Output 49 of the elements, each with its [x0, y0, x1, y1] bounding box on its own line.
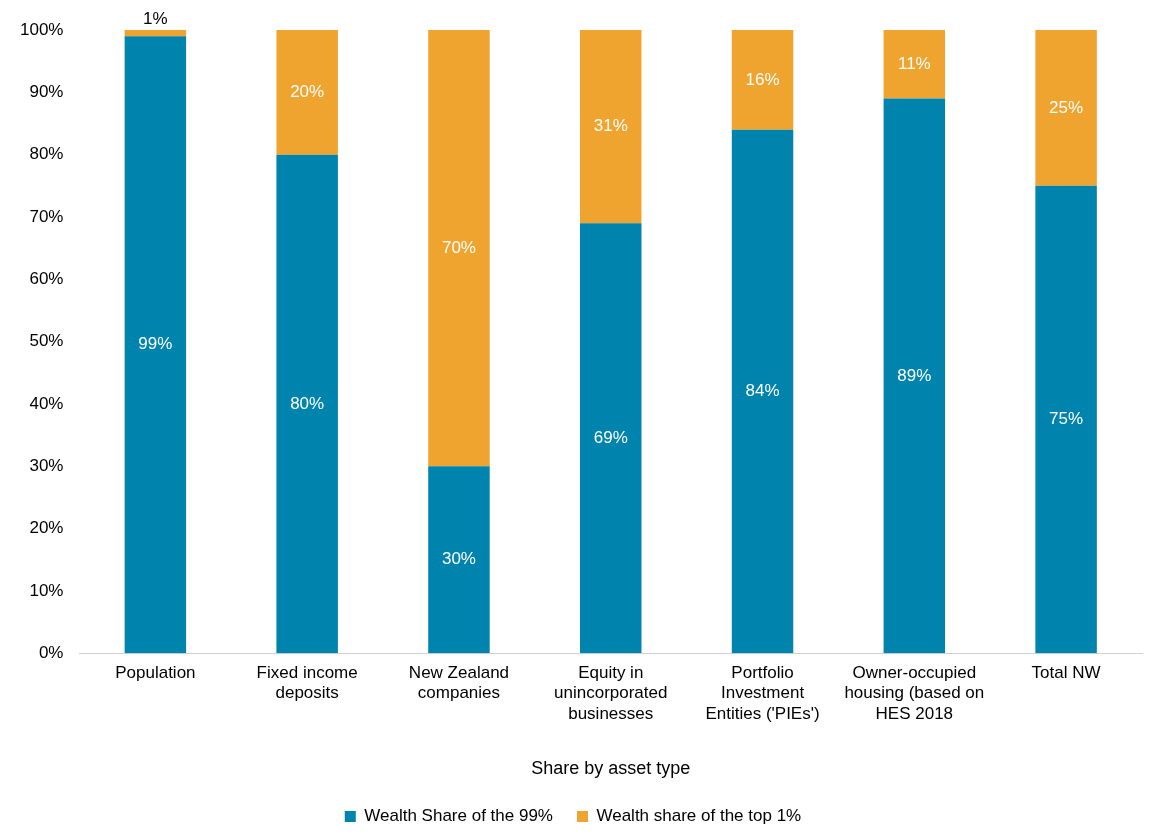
y-tick-label: 80%: [29, 144, 64, 164]
y-tick-label: 10%: [29, 580, 64, 600]
y-tick-label: 90%: [29, 82, 64, 102]
x-tick-label: Equity in unincorporated businesses: [554, 663, 668, 723]
data-label: 84%: [745, 381, 780, 401]
data-label: 30%: [441, 549, 476, 569]
x-tick-label: Portfolio Investment Entities ('PIEs'): [705, 663, 820, 723]
y-tick-label: 70%: [29, 206, 64, 226]
data-label: 99%: [138, 334, 173, 354]
bar: [428, 30, 490, 467]
bar: [580, 223, 642, 654]
y-tick-label: 60%: [29, 268, 64, 288]
data-label: 31%: [593, 116, 628, 136]
data-label: 70%: [441, 237, 476, 257]
data-label: 16%: [745, 69, 780, 89]
legend-label: Wealth Share of the 99%: [364, 806, 553, 826]
bar: [883, 30, 946, 99]
y-tick-label: 50%: [29, 331, 64, 351]
data-label: 69%: [593, 427, 628, 447]
bar: [731, 30, 794, 130]
data-label: 25%: [1049, 97, 1084, 117]
x-tick-label: Population: [115, 663, 196, 683]
x-axis-title: Share by asset type: [531, 758, 691, 779]
x-tick-label: Total NW: [1031, 663, 1101, 683]
data-label: 89%: [897, 365, 932, 385]
bar: [1035, 30, 1097, 186]
bar: [124, 36, 187, 654]
data-label: 1%: [143, 9, 168, 29]
data-label: 11%: [897, 53, 931, 73]
data-label: 80%: [290, 393, 325, 413]
y-tick-label: 40%: [29, 393, 64, 413]
legend-label: Wealth share of the top 1%: [596, 806, 802, 826]
bar: [276, 154, 338, 654]
bar: [428, 466, 490, 654]
bar: [731, 129, 794, 654]
bar: [883, 98, 946, 654]
x-tick-label: Fixed income deposits: [256, 663, 358, 703]
bar: [580, 30, 642, 224]
data-label: 20%: [290, 82, 325, 102]
bar: [276, 30, 338, 155]
bar: [124, 30, 187, 37]
y-tick-label: 0%: [38, 642, 64, 662]
bar: [1035, 185, 1097, 654]
x-tick-label: Owner-occupied housing (based on HES 2018: [844, 663, 985, 723]
y-tick-label: 20%: [29, 518, 64, 538]
x-tick-label: New Zealand companies: [408, 663, 510, 703]
y-tick-label: 30%: [29, 455, 64, 475]
data-label: 75%: [1049, 409, 1084, 429]
y-tick-label: 100%: [20, 19, 64, 39]
